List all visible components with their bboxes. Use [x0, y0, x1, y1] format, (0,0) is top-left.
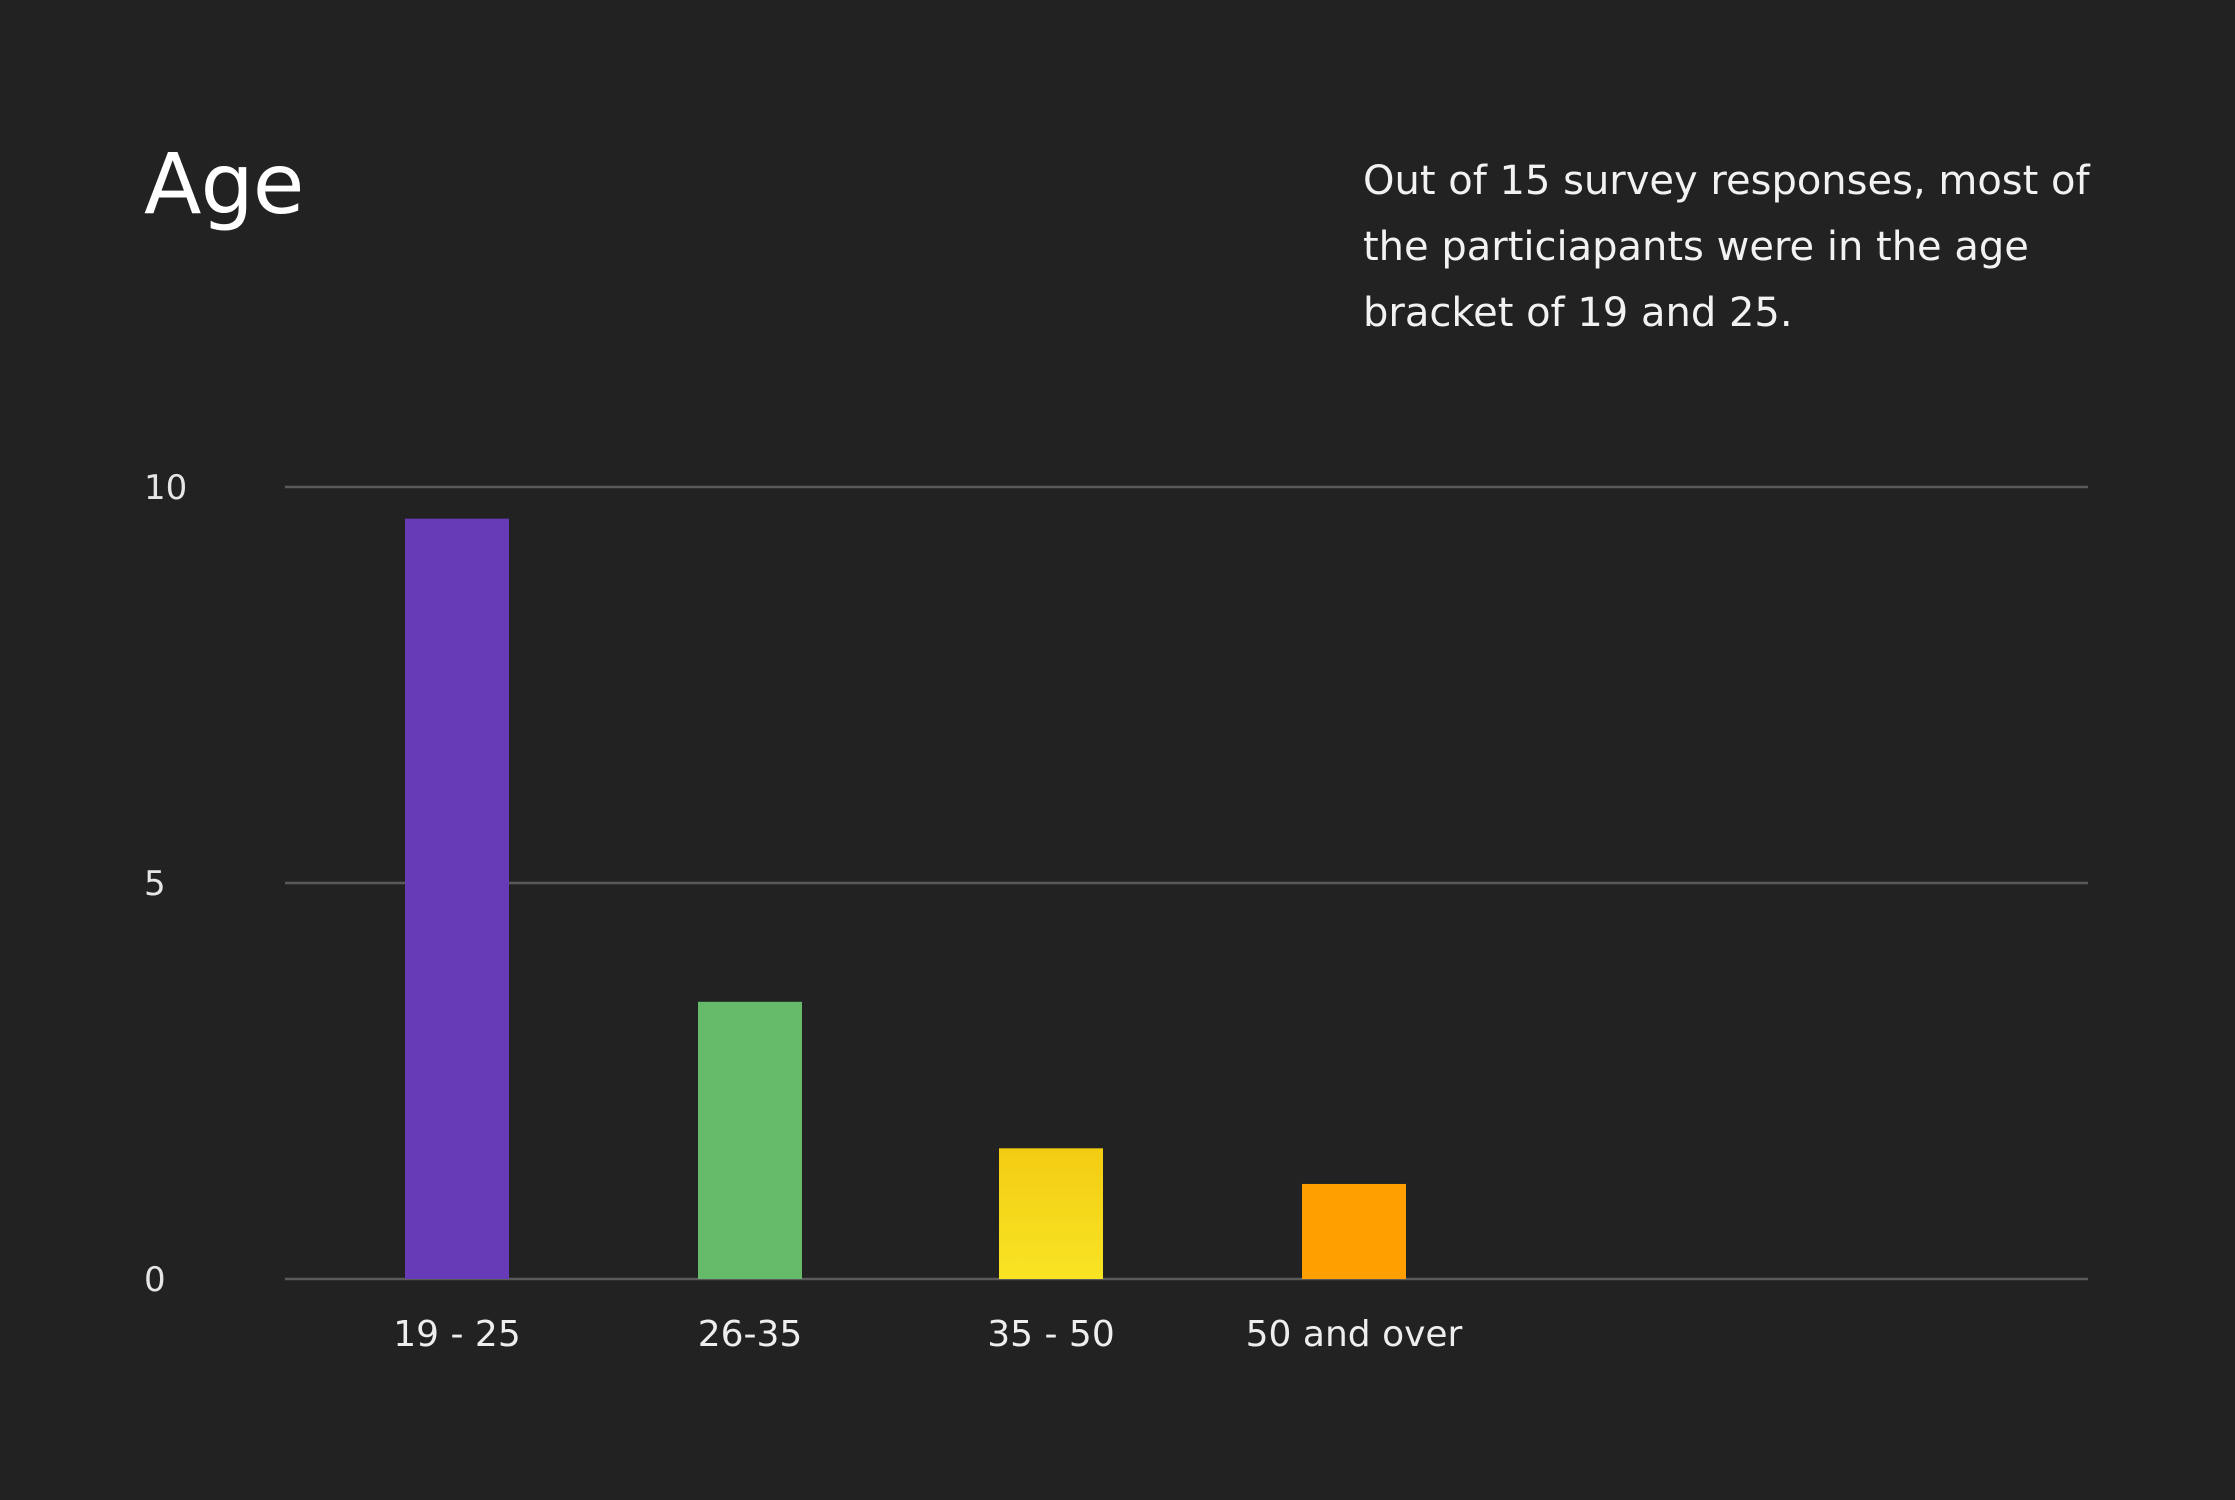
- y-tick-labels: 0 5 10: [144, 468, 187, 1300]
- bar-1: [698, 1001, 802, 1279]
- x-category-label: 26-35: [698, 1314, 803, 1355]
- x-category-label: 50 and over: [1246, 1314, 1463, 1355]
- x-category-label: 19 - 25: [393, 1314, 521, 1355]
- y-tick-label: 0: [144, 1260, 166, 1300]
- y-tick-label: 10: [144, 468, 187, 508]
- gridlines: [285, 485, 2088, 1281]
- chart-description: Out of 15 survey responses, most of the …: [1363, 158, 2090, 336]
- y-tick-label: 5: [144, 864, 166, 904]
- bar-2: [999, 1148, 1103, 1279]
- bars: [405, 518, 1406, 1279]
- bar-3: [1302, 1183, 1406, 1279]
- x-category-label: 35 - 50: [987, 1314, 1115, 1355]
- chart-title: Age: [144, 135, 304, 233]
- x-category-labels: 19 - 25 26-35 35 - 50 50 and over: [393, 1314, 1462, 1355]
- bar-0: [405, 518, 509, 1279]
